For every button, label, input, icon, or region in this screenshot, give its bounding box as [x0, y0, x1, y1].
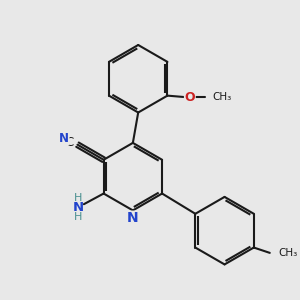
Text: N: N [59, 132, 69, 145]
Text: O: O [184, 91, 195, 104]
Text: N: N [127, 211, 139, 225]
Text: CH₃: CH₃ [278, 248, 297, 258]
Text: H: H [74, 212, 82, 222]
Text: H: H [74, 193, 82, 203]
Text: N: N [127, 211, 139, 225]
Text: C: C [66, 136, 74, 149]
Text: CH₃: CH₃ [213, 92, 232, 102]
Text: N: N [72, 201, 83, 214]
